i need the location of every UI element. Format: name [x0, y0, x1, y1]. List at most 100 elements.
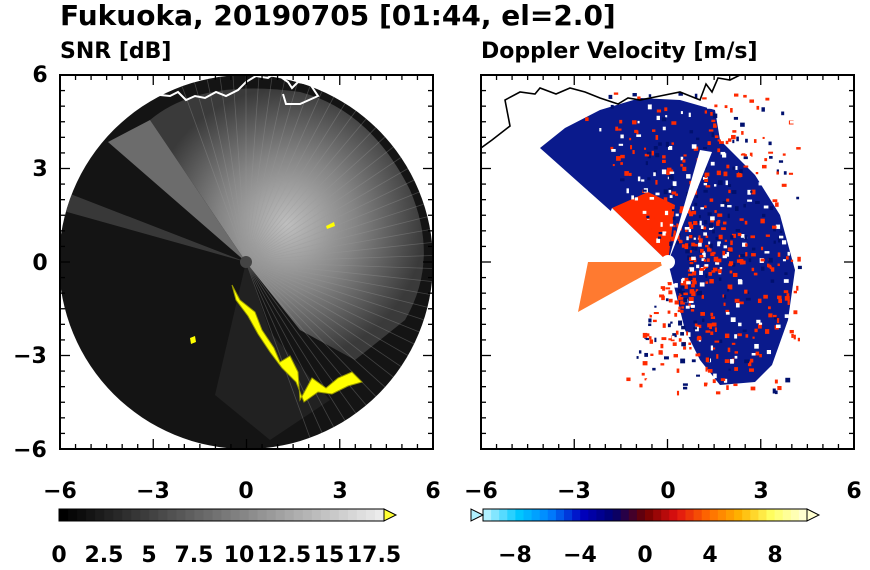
doppler-speckle	[773, 314, 777, 318]
doppler-colorbar-segment	[661, 509, 670, 521]
doppler-speckle	[796, 196, 800, 200]
doppler-speckle	[740, 153, 746, 156]
doppler-speckle	[724, 333, 730, 339]
doppler-speckle	[734, 355, 738, 359]
doppler-speckle	[766, 350, 772, 355]
doppler-speckle	[734, 367, 738, 371]
doppler-speckle	[756, 105, 760, 110]
doppler-speckle	[705, 281, 709, 284]
doppler-speckle	[643, 147, 647, 150]
doppler-speckle	[789, 329, 794, 334]
doppler-speckle	[791, 345, 795, 350]
doppler-speckle	[691, 277, 697, 282]
doppler-speckle	[727, 347, 731, 353]
doppler-colorbar-segment	[515, 509, 525, 521]
doppler-speckle	[790, 259, 794, 262]
doppler-speckle	[694, 245, 698, 251]
doppler-colorbar-segment	[766, 509, 776, 521]
doppler-speckle	[739, 169, 743, 174]
doppler-speckle	[680, 284, 685, 289]
doppler-speckle	[659, 300, 664, 304]
snr-ray	[245, 261, 433, 283]
doppler-speckle	[710, 111, 713, 116]
doppler-speckle	[647, 104, 652, 110]
doppler-speckle	[688, 228, 692, 233]
snr-cb-label: 12.5	[257, 543, 311, 568]
doppler-speckle	[787, 299, 790, 305]
doppler-speckle	[728, 138, 732, 142]
doppler-speckle	[749, 99, 755, 103]
snr-ray	[219, 75, 247, 263]
doppler-speckle	[681, 325, 686, 330]
doppler-speckle	[784, 272, 788, 275]
doppler-speckle	[789, 120, 794, 124]
snr-colorbar-segment	[266, 509, 277, 521]
snr-ray	[245, 88, 324, 263]
doppler-speckle	[784, 314, 789, 318]
snr-high-echo-band	[231, 284, 363, 403]
doppler-speckle	[738, 301, 744, 305]
doppler-speckle	[683, 280, 688, 286]
doppler-speckle	[638, 202, 644, 206]
doppler-speckle	[726, 385, 729, 390]
snr-cb-label: 15	[314, 543, 345, 568]
snr-y-tick-labels: 6 3 0 −3 −6	[13, 63, 48, 463]
doppler-speckle	[660, 212, 663, 217]
doppler-speckle	[732, 139, 735, 144]
doppler-speckle	[781, 240, 787, 245]
doppler-speckle	[710, 216, 715, 221]
doppler-speckle	[664, 107, 668, 112]
doppler-speckle	[654, 337, 657, 343]
doppler-speckle	[688, 297, 694, 302]
doppler-speckle	[699, 254, 704, 258]
doppler-speckle	[678, 239, 682, 243]
doppler-speckle	[734, 351, 738, 354]
doppler-speckle	[660, 286, 666, 291]
snr-ray	[232, 75, 247, 263]
doppler-speckle	[760, 246, 764, 251]
x-tick-label: 6	[846, 479, 861, 504]
doppler-speckle	[692, 210, 697, 215]
doppler-speckle	[670, 185, 674, 189]
snr-ray	[245, 261, 324, 436]
doppler-speckle	[654, 214, 658, 219]
doppler-colorbar-segment	[507, 509, 516, 521]
doppler-speckle	[632, 120, 637, 125]
doppler-speckle	[791, 333, 794, 338]
doppler-speckle	[644, 337, 649, 341]
doppler-speckle	[585, 92, 590, 98]
snr-ray	[245, 100, 348, 263]
doppler-speckle	[666, 167, 672, 171]
snr-colorbar-segment	[365, 509, 376, 521]
doppler-speckle	[714, 340, 720, 343]
doppler-speckle	[653, 172, 656, 177]
snr-cb-label: 10	[224, 543, 255, 568]
doppler-speckle	[672, 216, 676, 221]
snr-colorbar-segment	[203, 509, 214, 521]
doppler-speckle	[776, 171, 779, 175]
doppler-speckle	[768, 313, 773, 318]
doppler-speckle	[683, 364, 686, 367]
doppler-speckle	[751, 253, 756, 257]
doppler-speckle	[698, 364, 702, 369]
doppler-speckle	[763, 205, 769, 209]
doppler-speckle	[673, 233, 676, 238]
doppler-speckle	[686, 174, 691, 179]
snr-colorbar-segment	[212, 509, 223, 521]
doppler-speckle	[691, 283, 695, 288]
doppler-colorbar-segment	[588, 509, 597, 521]
doppler-speckle	[658, 142, 662, 146]
doppler-speckle	[713, 373, 717, 379]
doppler-speckle	[777, 380, 783, 383]
doppler-speckle	[698, 235, 701, 241]
snr-colorbar-segment	[284, 509, 295, 521]
doppler-speckle	[714, 104, 718, 108]
doppler-speckle	[698, 238, 703, 243]
doppler-colorbar-segment	[491, 509, 500, 521]
doppler-speckle	[689, 307, 695, 310]
doppler-speckle	[642, 189, 647, 192]
doppler-speckle	[608, 94, 613, 100]
snr-ray	[245, 261, 423, 334]
doppler-speckle	[744, 235, 748, 240]
doppler-speckle	[797, 265, 802, 270]
